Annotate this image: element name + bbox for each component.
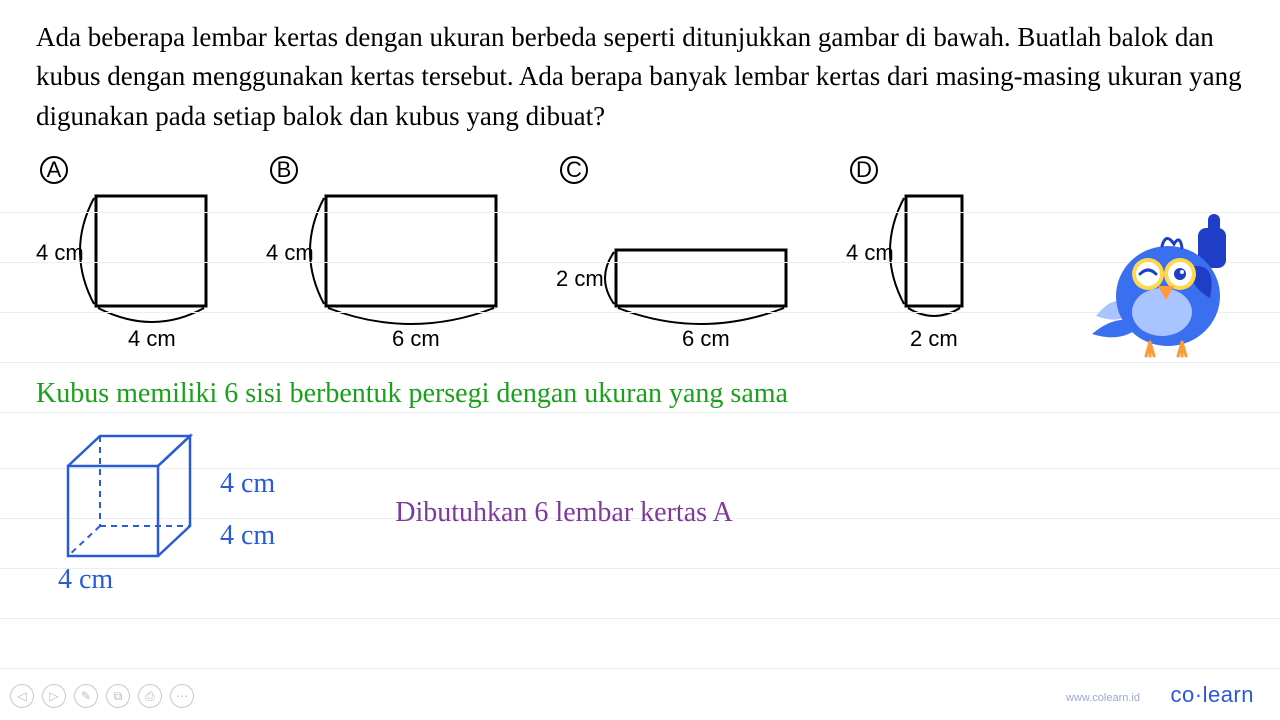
cube-svg [60, 428, 210, 568]
shapes-row: A 4 cm 4 cm B 4 cm 6 cm C [36, 156, 1244, 350]
more-button[interactable]: ⋯ [170, 684, 194, 708]
shape-a: A 4 cm 4 cm [36, 156, 226, 350]
logo-part1: co [1171, 682, 1195, 707]
shape-c-h-label: 2 cm [556, 266, 604, 291]
copy-button[interactable]: ⧉ [106, 684, 130, 708]
shape-c-svg: 2 cm 6 cm [556, 190, 806, 350]
shape-letter-d: D [850, 156, 878, 184]
edit-button[interactable]: ✎ [74, 684, 98, 708]
cube-labels: 4 cm 4 cm [220, 468, 275, 552]
shape-a-svg: 4 cm 4 cm [36, 190, 226, 350]
cube-side-2: 4 cm [220, 520, 275, 552]
ruled-line [0, 212, 1280, 213]
ruled-line [0, 412, 1280, 413]
ruled-line [0, 618, 1280, 619]
ruled-line [0, 312, 1280, 313]
toolbar: ◁ ▷ ✎ ⧉ ⎙ ⋯ [10, 684, 194, 708]
brand-logo: co·learn [1171, 682, 1255, 708]
cube-row: 4 cm 4 cm Dibutuhkan 6 lembar kertas A [0, 428, 1280, 568]
shape-a-w-label: 4 cm [128, 326, 176, 350]
question-text: Ada beberapa lembar kertas dengan ukuran… [36, 18, 1244, 136]
cube-side-3: 4 cm [0, 564, 1280, 596]
ruled-line [0, 362, 1280, 363]
prev-button[interactable]: ◁ [10, 684, 34, 708]
ruled-line [0, 262, 1280, 263]
shape-c: C 2 cm 6 cm [556, 156, 806, 350]
shape-d-svg: 4 cm 2 cm [846, 190, 986, 350]
print-button[interactable]: ⎙ [138, 684, 162, 708]
note-cube-definition: Kubus memiliki 6 sisi berbentuk persegi … [0, 378, 1280, 410]
shape-letter-a: A [40, 156, 68, 184]
shape-b-w-label: 6 cm [392, 326, 440, 350]
shape-b: B 4 cm 6 cm [266, 156, 516, 350]
next-button[interactable]: ▷ [42, 684, 66, 708]
logo-part2: learn [1203, 682, 1254, 707]
shape-d: D 4 cm 2 cm [846, 156, 986, 350]
note-answer: Dibutuhkan 6 lembar kertas A [395, 497, 732, 529]
mascot-bird-icon [1090, 210, 1240, 360]
shape-d-w-label: 2 cm [910, 326, 958, 350]
shape-c-w-label: 6 cm [682, 326, 730, 350]
cube-side-1: 4 cm [220, 468, 275, 500]
logo-dot: · [1195, 682, 1203, 707]
shape-letter-b: B [270, 156, 298, 184]
shape-b-svg: 4 cm 6 cm [266, 190, 516, 350]
site-url: www.colearn.id [1066, 692, 1140, 704]
ruled-line [0, 668, 1280, 669]
shape-letter-c: C [560, 156, 588, 184]
